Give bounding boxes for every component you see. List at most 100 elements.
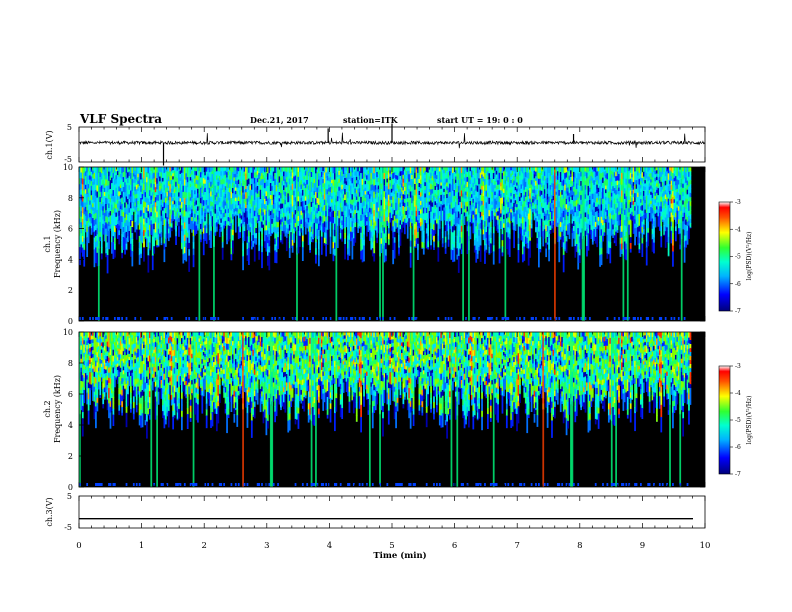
spectrogram-cell (115, 191, 118, 197)
spectrogram-cell (437, 235, 440, 242)
spectrogram-cell (520, 175, 523, 181)
spectrogram-cell (167, 223, 170, 229)
spectrogram-cell (105, 222, 107, 230)
spectrogram-cell (332, 179, 335, 187)
spectrogram-cell (100, 210, 103, 217)
spectrogram-cell (460, 172, 463, 180)
spectrogram-cell (484, 203, 486, 210)
spectrogram-cell (385, 192, 387, 200)
spectrogram-cell (127, 209, 129, 216)
spectrogram-cell (478, 201, 481, 208)
spectrogram-cell (345, 188, 348, 193)
spectrogram-cell (255, 222, 258, 229)
spectrogram-cell (320, 201, 323, 208)
spectrogram-cell (523, 172, 526, 179)
spectrogram-cell (526, 216, 529, 222)
spectrogram-cell (141, 167, 144, 173)
spectrogram-cell (328, 181, 330, 185)
spectrogram-cell (170, 188, 173, 194)
spectrogram-cell (469, 175, 472, 181)
spectrogram-cell (371, 178, 374, 185)
spectrogram-cell (408, 218, 411, 227)
spectrogram-cell (539, 190, 542, 197)
spectrogram-cell (252, 218, 255, 225)
spectrogram-cell (354, 197, 357, 202)
spectrogram-cell (160, 167, 163, 173)
spectrogram-cell (482, 186, 485, 192)
spectrogram-cell (264, 235, 266, 242)
spectrogram-cell (167, 233, 170, 242)
spectrogram-cell (151, 179, 154, 187)
spectrogram-cell (211, 202, 214, 207)
spectrogram-cell (255, 192, 258, 198)
spectrogram-cell (103, 200, 106, 205)
spectrogram-cell (266, 217, 269, 225)
spectrogram-cell (320, 221, 323, 228)
spectrogram-cell (256, 174, 259, 179)
spectrogram-cell (293, 171, 295, 177)
spectrogram-cell (473, 206, 476, 213)
spectrogram-cell (285, 167, 288, 173)
spectrogram-cell (418, 199, 421, 204)
spectrogram-cell (402, 213, 405, 219)
spectrogram-cell (399, 220, 402, 226)
spectrogram-cell (239, 185, 242, 191)
spectrogram-cell (280, 182, 282, 189)
spectrogram-cell (309, 238, 311, 245)
spectrogram-cell (389, 209, 392, 214)
spectrogram-cell (204, 221, 207, 226)
spectrogram-cell (278, 201, 281, 205)
spectrogram-cell (511, 218, 514, 224)
spectrogram-cell (207, 167, 209, 171)
spectrogram-cell (92, 203, 94, 208)
spectrogram-cell (188, 223, 191, 231)
spectrogram-cell (307, 227, 310, 233)
spectrogram-cell (272, 190, 275, 196)
spectrogram-cell (419, 179, 422, 185)
spectrogram-cell (328, 202, 330, 206)
spectrogram-cell (361, 243, 364, 251)
spectrogram-cell (367, 215, 370, 232)
spectrogram-cell (443, 210, 446, 221)
spectrogram-cell (508, 197, 511, 204)
spectrogram-cell (431, 224, 434, 230)
spectrogram-cell (519, 175, 521, 181)
spectrogram-cell (143, 247, 145, 262)
spectrogram-cell (176, 182, 179, 187)
spectrogram-cell (186, 207, 189, 213)
spectrogram-cell (403, 218, 406, 224)
spectrogram-cell (262, 167, 265, 172)
spectrogram-cell (243, 176, 246, 182)
spectrogram-cell (366, 179, 368, 185)
spectrogram-cell (418, 207, 421, 212)
spectrogram-cell (457, 224, 460, 232)
spectrogram-cell (185, 317, 188, 320)
spectrogram-cell (402, 202, 405, 207)
spectrogram-cell (175, 216, 177, 222)
spectrogram-cell (192, 236, 195, 243)
spectrogram-cell (482, 205, 485, 211)
spectrogram-cell (223, 217, 226, 222)
spectrogram-cell (328, 195, 330, 199)
spectrogram-cell (83, 190, 86, 198)
spectrogram-cell (199, 177, 202, 184)
spectrogram-cell (345, 170, 348, 175)
spectrogram-cell (287, 202, 290, 208)
spectrogram-cell (377, 185, 380, 190)
spectrogram-cell (361, 317, 364, 320)
spectrogram-cell (395, 194, 397, 200)
spectrogram-cell (427, 201, 430, 208)
spectrogram-cell (299, 171, 301, 178)
spectrogram-cell (179, 184, 182, 189)
spectrogram-cell (113, 317, 116, 320)
spectrogram-cell (395, 186, 397, 192)
spectrogram-cell (183, 173, 186, 180)
spectrogram-cell (189, 200, 192, 205)
spectrogram-cell (521, 241, 524, 249)
spectrogram-cell (452, 238, 454, 245)
spectrogram-cell (415, 172, 418, 179)
spectrogram-cell (342, 191, 345, 195)
spectrogram-cell (99, 172, 102, 178)
spectrogram-cell (377, 211, 380, 216)
spectrogram-cell (92, 199, 94, 204)
